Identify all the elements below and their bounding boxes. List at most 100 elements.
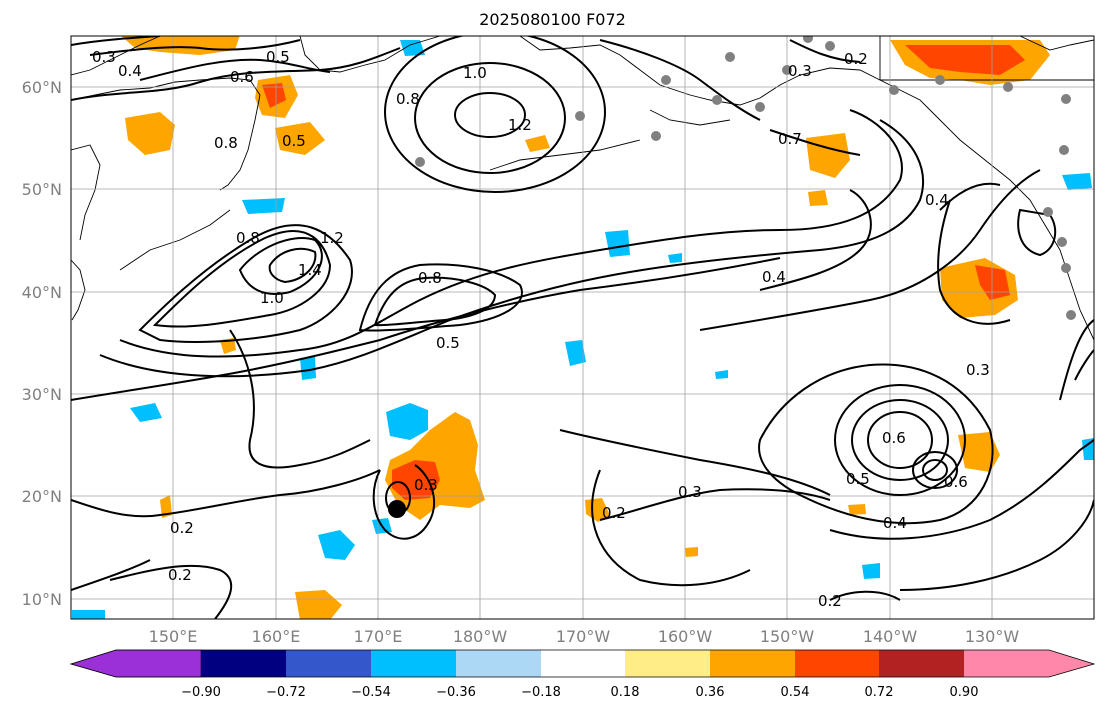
contour-label: 0.4 bbox=[118, 62, 142, 80]
station-dot bbox=[712, 95, 722, 105]
lon-label: 150°E bbox=[149, 627, 198, 646]
negative-anomaly-shading bbox=[72, 40, 1094, 619]
contour-label: 0.5 bbox=[436, 334, 460, 352]
map-background bbox=[71, 36, 1094, 619]
map-frame bbox=[70, 35, 1095, 620]
station-dot bbox=[1061, 263, 1071, 273]
station-dot bbox=[415, 157, 425, 167]
lat-label: 30°N bbox=[22, 385, 62, 404]
contour-label: 1.0 bbox=[463, 64, 487, 82]
contour-label: 0.3 bbox=[788, 62, 812, 80]
latitude-labels: 60°N 50°N 40°N 30°N 20°N 10°N bbox=[22, 78, 62, 609]
contour-label: 0.7 bbox=[778, 130, 802, 148]
lat-label: 60°N bbox=[22, 78, 62, 97]
colorbar-tick: −0.18 bbox=[521, 685, 561, 700]
contour-label: 0.2 bbox=[844, 50, 868, 68]
colorbar: −0.90 −0.72 −0.54 −0.36 −0.18 0.18 0.36 … bbox=[69, 649, 1096, 700]
contour-label: 0.8 bbox=[236, 229, 260, 247]
lon-label: 170°W bbox=[556, 627, 611, 646]
colorbar-outline bbox=[69, 649, 1096, 678]
longitude-labels: 150°E 160°E 170°E 180°W 170°W 160°W 150°… bbox=[149, 627, 1020, 646]
colorbar-tick: −0.54 bbox=[351, 685, 391, 700]
lon-label: 160°E bbox=[252, 627, 301, 646]
colorbar-segment bbox=[625, 650, 710, 677]
station-dot bbox=[1066, 310, 1076, 320]
contour-label: 0.2 bbox=[170, 519, 194, 537]
contour-label: 0.3 bbox=[966, 361, 990, 379]
station-dot bbox=[661, 75, 671, 85]
positive-anomaly-shading bbox=[121, 36, 1050, 619]
map-title: 2025080100 F072 bbox=[479, 10, 626, 29]
contour-label: 0.5 bbox=[266, 48, 290, 66]
colorbar-segment bbox=[795, 650, 879, 677]
contour-label: 0.6 bbox=[882, 429, 906, 447]
lon-label: 170°E bbox=[354, 627, 403, 646]
lon-label: 140°W bbox=[863, 627, 918, 646]
colorbar-tick: 0.72 bbox=[865, 685, 894, 700]
lat-label: 40°N bbox=[22, 283, 62, 302]
contour-lines bbox=[71, 36, 1094, 619]
lon-label: 130°W bbox=[965, 627, 1020, 646]
colorbar-tick: −0.90 bbox=[181, 685, 221, 700]
station-dot bbox=[825, 41, 835, 51]
lon-label: 180°W bbox=[453, 627, 508, 646]
colorbar-tick: 0.90 bbox=[950, 685, 979, 700]
station-dot bbox=[889, 85, 899, 95]
contour-label: 1.4 bbox=[298, 261, 322, 279]
contour-label: 0.6 bbox=[230, 68, 254, 86]
station-dot bbox=[935, 75, 945, 85]
colorbar-segment bbox=[286, 650, 371, 677]
contour-label-group: 0.3 0.4 0.5 0.6 0.8 1.0 1.2 0.8 0.5 0.3 … bbox=[92, 48, 990, 610]
contour-label: 0.5 bbox=[846, 470, 870, 488]
contour-label: 1.2 bbox=[508, 116, 532, 134]
colorbar-segment bbox=[371, 650, 456, 677]
contour-label: 0.2 bbox=[818, 592, 842, 610]
colorbar-segment bbox=[879, 650, 964, 677]
station-dot bbox=[782, 65, 792, 75]
contour-label: 0.5 bbox=[282, 132, 306, 150]
colorbar-segment bbox=[69, 649, 202, 678]
colorbar-tick: 0.18 bbox=[611, 685, 640, 700]
colorbar-tick: 0.36 bbox=[696, 685, 725, 700]
contour-label: 0.2 bbox=[602, 504, 626, 522]
station-dot bbox=[1043, 207, 1053, 217]
lon-label: 150°W bbox=[760, 627, 815, 646]
colorbar-segment bbox=[964, 650, 1094, 677]
contour-label: 0.4 bbox=[762, 268, 786, 286]
map-content: 0.3 0.4 0.5 0.6 0.8 1.0 1.2 0.8 0.5 0.3 … bbox=[71, 36, 1094, 619]
contour-label: 0.6 bbox=[944, 473, 968, 491]
contour-label: 0.3 bbox=[678, 483, 702, 501]
station-dot bbox=[575, 111, 585, 121]
lat-label: 20°N bbox=[22, 487, 62, 506]
station-dot bbox=[725, 52, 735, 62]
colorbar-tick: 0.54 bbox=[781, 685, 810, 700]
contour-label: 0.3 bbox=[92, 48, 116, 66]
contour-label: 0.4 bbox=[925, 191, 949, 209]
contour-label: 0.4 bbox=[883, 514, 907, 532]
lat-label: 50°N bbox=[22, 180, 62, 199]
contour-label: 0.3 bbox=[414, 476, 438, 494]
colorbar-segment bbox=[456, 650, 541, 677]
colorbar-tick: −0.36 bbox=[436, 685, 476, 700]
colorbar-tick: −0.72 bbox=[266, 685, 306, 700]
contour-label: 0.2 bbox=[168, 566, 192, 584]
graticule bbox=[71, 36, 1094, 619]
center-marker bbox=[388, 500, 406, 518]
station-markers bbox=[415, 36, 1076, 320]
station-dot bbox=[1061, 94, 1071, 104]
station-dot bbox=[1003, 82, 1013, 92]
colorbar-segment bbox=[541, 650, 625, 677]
colorbar-segment bbox=[710, 650, 795, 677]
contour-label: 0.8 bbox=[418, 269, 442, 287]
station-dot bbox=[1057, 237, 1067, 247]
station-dot bbox=[651, 131, 661, 141]
station-dot bbox=[755, 102, 765, 112]
contour-label: 0.8 bbox=[214, 134, 238, 152]
contour-label: 1.2 bbox=[320, 229, 344, 247]
lon-label: 160°W bbox=[658, 627, 713, 646]
station-dot bbox=[803, 36, 813, 43]
contour-label: 1.0 bbox=[260, 289, 284, 307]
contour-label: 0.8 bbox=[396, 90, 420, 108]
station-dot bbox=[1059, 145, 1069, 155]
